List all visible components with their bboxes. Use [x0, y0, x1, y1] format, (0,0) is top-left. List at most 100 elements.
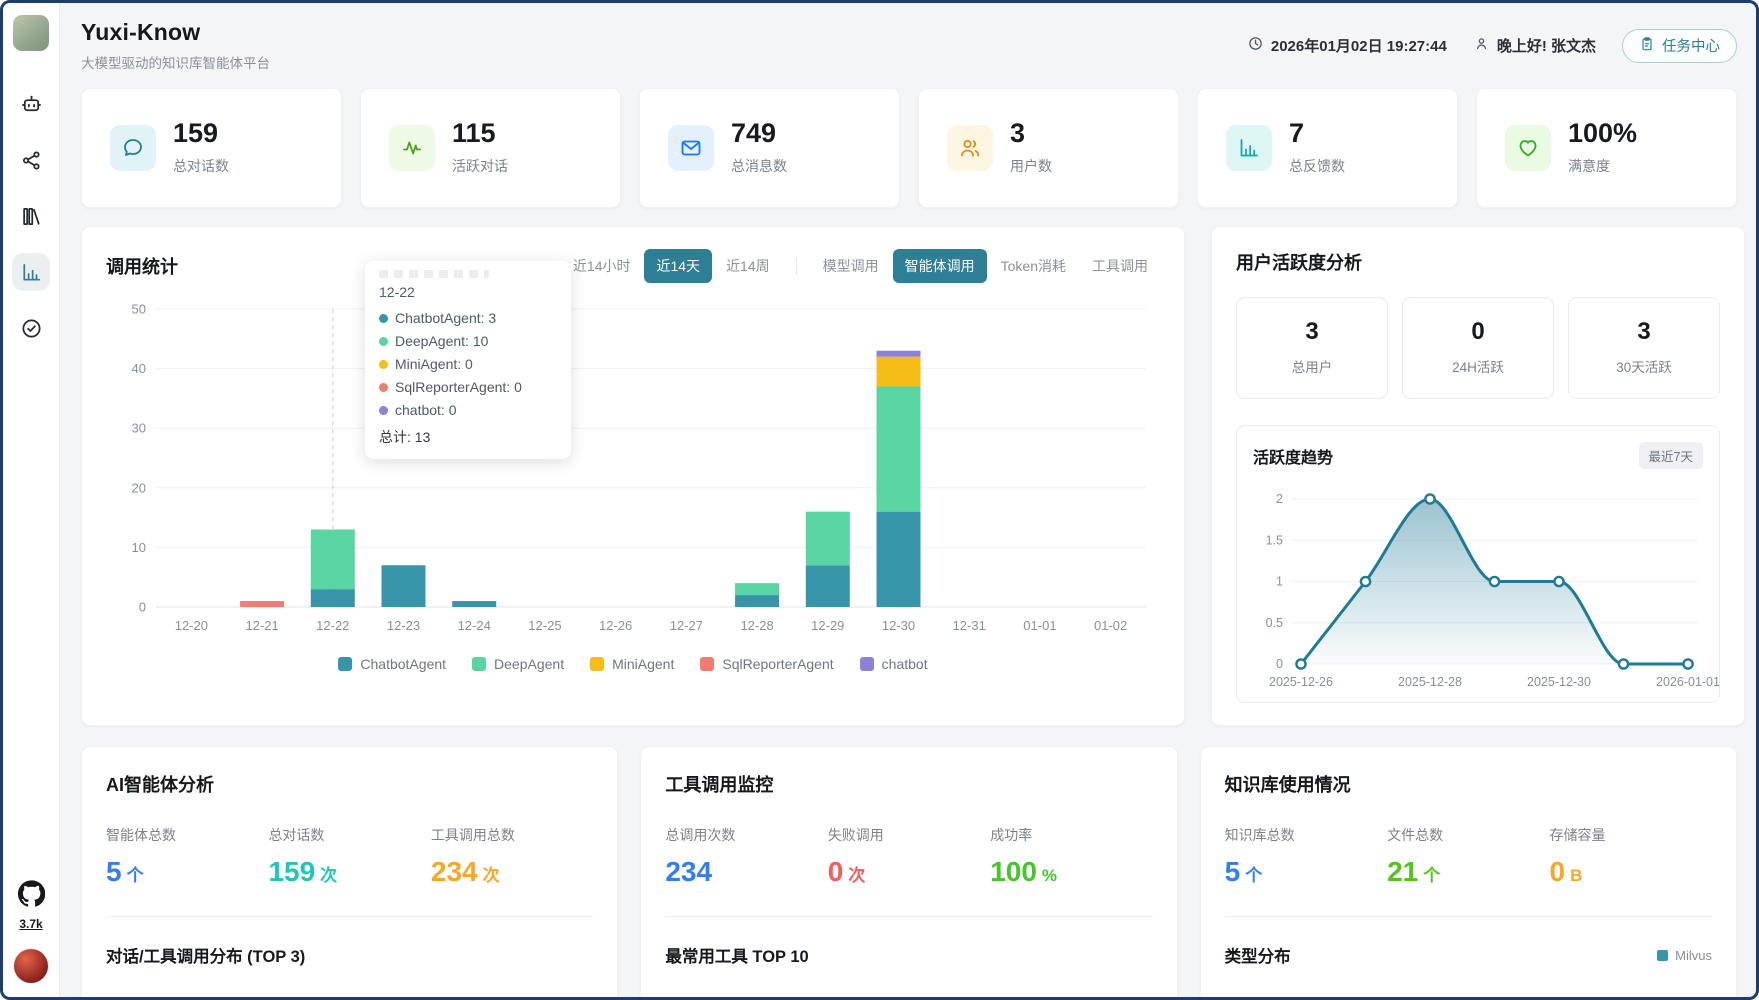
datetime: 2026年01月02日 19:27:44	[1247, 35, 1447, 56]
knowledge-usage-stat: 文件总数 21 个	[1387, 827, 1444, 887]
legend-item-chatbot[interactable]: chatbot	[859, 656, 928, 672]
user-avatar[interactable]	[14, 949, 48, 983]
legend-item-ChatbotAgent[interactable]: ChatbotAgent	[338, 656, 446, 672]
main-area: Yuxi-Know 大模型驱动的知识库智能体平台 2026年01月02日 19:…	[60, 3, 1756, 997]
sidebar-item-knowledge[interactable]	[12, 197, 50, 235]
activity-icon	[400, 136, 424, 160]
bar-chart-icon	[20, 261, 43, 284]
call-type-tab[interactable]: 模型调用	[822, 258, 879, 274]
sidebar-item-tasks[interactable]	[12, 309, 50, 347]
svg-text:30: 30	[132, 421, 146, 436]
stat-card: 100% 满意度	[1476, 88, 1737, 208]
clipboard-icon	[1639, 36, 1655, 56]
knowledge-usage-card: 知识库使用情况 知识库总数 5 个 文件总数 21 个 存储容量 0 B 类型分布 Milvus	[1199, 746, 1737, 997]
stat-value: 7	[1289, 118, 1305, 148]
page-subtitle: 大模型驱动的知识库智能体平台	[81, 56, 270, 71]
sidebar-item-graph[interactable]	[12, 141, 50, 179]
tooltip-row: chatbot: 0	[379, 399, 557, 422]
legend-item-DeepAgent[interactable]: DeepAgent	[472, 656, 564, 672]
sidebar-nav	[12, 85, 50, 347]
greeting: 晚上好! 张文杰	[1473, 35, 1596, 56]
svg-text:12-25: 12-25	[528, 618, 561, 633]
clock-icon	[1247, 35, 1264, 56]
svg-text:2026-01-01: 2026-01-01	[1656, 675, 1720, 689]
svg-text:12-20: 12-20	[175, 618, 208, 633]
milvus-legend-swatch	[1657, 949, 1669, 961]
sidebar-item-dashboard[interactable]	[12, 253, 50, 291]
call-type-tab[interactable]: 工具调用	[1092, 258, 1148, 274]
stat-value: 749	[731, 118, 777, 148]
person-icon	[1473, 35, 1490, 56]
tooltip-row: DeepAgent: 10	[379, 330, 557, 353]
call-stats-title: 调用统计	[106, 257, 178, 277]
header-right: 2026年01月02日 19:27:44 晚上好! 张文杰 任务中心	[1247, 28, 1737, 63]
call-stats-card: 调用统计 近14小时 近14天 近14周 模型调用 智能体调用 Token消耗 工具调用 0…	[81, 226, 1185, 726]
time-range-tab[interactable]: 近14周	[726, 258, 770, 274]
stat-label: 活跃对话	[452, 158, 508, 174]
time-range-tab[interactable]: 近14天	[644, 249, 713, 283]
divider	[1224, 916, 1712, 917]
github-link[interactable]: 3.7k	[17, 880, 45, 931]
svg-text:12-22: 12-22	[316, 618, 349, 633]
type-distribution-legend[interactable]: Milvus	[1657, 948, 1712, 963]
app-logo[interactable]	[13, 15, 49, 51]
feedback-chart-icon	[1237, 136, 1261, 160]
stat-card: 115 活跃对话	[360, 88, 621, 208]
page-header: Yuxi-Know 大模型驱动的知识库智能体平台 2026年01月02日 19:…	[81, 19, 1737, 72]
svg-text:12-27: 12-27	[670, 618, 703, 633]
call-stats-tabs: 近14小时 近14天 近14周 模型调用 智能体调用 Token消耗 工具调用	[561, 249, 1160, 283]
tool-monitor-stats: 总调用次数 234 失败调用 0 次 成功率 100%	[665, 825, 1152, 886]
tooltip-rows: ChatbotAgent: 3 DeepAgent: 10 MiniAgent: 0…	[379, 307, 557, 422]
svg-text:2025-12-30: 2025-12-30	[1527, 675, 1591, 689]
call-type-tab[interactable]: Token消耗	[1000, 258, 1066, 274]
tooltip-clipped-row	[379, 270, 490, 278]
activity-trend-title: 活跃度趋势	[1253, 449, 1334, 467]
tool-monitor-subtitle: 最常用工具 TOP 10	[665, 948, 809, 966]
task-center-button[interactable]: 任务中心	[1622, 28, 1737, 63]
activity-trend-box: 活跃度趋势 最近7天 0 0.5 1 1.5 2 2025-12-26 2025-12-28…	[1236, 425, 1720, 703]
stat-cards-row: 159 总对话数 115 活跃对话 749 总消息数 3 用户数 7 总反馈数 100% 满意度	[81, 88, 1737, 208]
activity-trend-header: 活跃度趋势 最近7天	[1253, 442, 1703, 469]
svg-text:1.5: 1.5	[1266, 533, 1283, 547]
stat-card: 3 用户数	[918, 88, 1179, 208]
tool-monitor-stat: 失败调用 0 次	[827, 827, 884, 887]
svg-text:1: 1	[1276, 575, 1283, 589]
sidebar: 3.7k	[3, 3, 60, 997]
svg-text:2: 2	[1276, 492, 1283, 506]
github-stars[interactable]: 3.7k	[19, 917, 43, 931]
svg-text:12-29: 12-29	[811, 618, 844, 633]
tool-monitor-stat: 成功率 100%	[990, 827, 1058, 887]
legend-item-SqlReporterAgent[interactable]: SqlReporterAgent	[700, 656, 834, 672]
middle-row: 调用统计 近14小时 近14天 近14周 模型调用 智能体调用 Token消耗 工具调用 0…	[81, 226, 1745, 726]
tool-monitor-stat: 总调用次数 234	[665, 827, 736, 887]
sidebar-item-agents[interactable]	[12, 85, 50, 123]
svg-text:40: 40	[132, 361, 146, 376]
agent-analysis-title: AI智能体分析	[106, 775, 214, 795]
svg-text:0.5: 0.5	[1266, 616, 1283, 630]
stat-label: 满意度	[1568, 158, 1610, 174]
share-nodes-icon	[20, 149, 43, 172]
legend-item-MiniAgent[interactable]: MiniAgent	[590, 656, 674, 672]
user-activity-card: 用户活跃度分析 3 总用户 0 24H活跃 3 30天活跃 活跃度趋势 最近7天 0 0.5…	[1211, 226, 1745, 726]
agent-analysis-subtitle: 对话/工具调用分布 (TOP 3)	[106, 948, 306, 966]
svg-text:01-02: 01-02	[1094, 618, 1127, 633]
activity-trend-chart: 0 0.5 1 1.5 2 2025-12-26 2025-12-28 2025-12-30 2…	[1266, 492, 1720, 689]
agent-analysis-card: AI智能体分析 智能体总数 5 个 总对话数 159 次 工具调用总数 234 次 对话/工具调…	[81, 746, 619, 997]
page-title: Yuxi-Know	[81, 19, 201, 45]
agent-analysis-stat: 智能体总数 5 个	[106, 827, 176, 887]
heart-icon	[1516, 136, 1540, 160]
call-type-tab[interactable]: 智能体调用	[892, 249, 987, 283]
agent-analysis-stat: 工具调用总数 234 次	[430, 827, 515, 887]
svg-text:50: 50	[132, 302, 146, 317]
stat-card: 7 总反馈数	[1197, 88, 1458, 208]
check-circle-icon	[20, 317, 43, 340]
svg-text:20: 20	[132, 480, 146, 495]
tooltip-date: 12-22	[379, 284, 415, 300]
stat-value: 115	[452, 118, 496, 148]
stat-value: 159	[173, 118, 219, 148]
knowledge-usage-stat: 知识库总数 5 个	[1224, 827, 1295, 887]
library-icon	[20, 205, 43, 228]
stat-card: 159 总对话数	[81, 88, 342, 208]
time-range-tab[interactable]: 近14小时	[572, 258, 631, 274]
